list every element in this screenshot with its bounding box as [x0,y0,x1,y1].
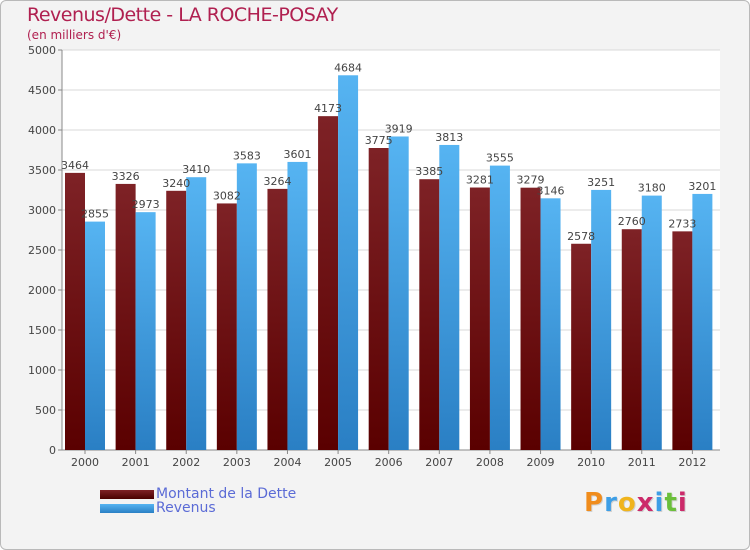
bar-debt [621,229,642,450]
x-tick-label: 2011 [628,456,656,469]
bar-debt [115,183,136,451]
data-label-revenue: 3201 [688,180,716,193]
data-label-revenue: 3813 [435,131,463,144]
bar-debt [469,187,490,450]
data-label-revenue: 3146 [537,184,565,197]
bar-debt [571,243,592,450]
data-label-debt: 3082 [213,189,241,202]
y-tick-label: 1000 [28,364,56,377]
x-tick-label: 2010 [577,456,605,469]
data-label-debt: 3279 [517,174,545,187]
data-label-debt: 3326 [112,170,140,183]
legend-item-revenue: Revenus [100,500,216,516]
logo-letter: i [654,488,665,518]
bar-revenue [85,221,105,450]
x-tick-label: 2008 [476,456,504,469]
bar-revenue [287,161,308,451]
data-label-revenue: 3180 [638,182,666,195]
y-tick-label: 2500 [28,244,56,257]
x-tick-label: 2002 [172,456,200,469]
data-label-debt: 4173 [314,102,342,115]
bar-revenue [388,136,409,451]
y-tick-label: 3500 [28,164,56,177]
x-tick-label: 2003 [223,456,251,469]
y-tick-label: 0 [49,444,56,457]
bar-debt [166,190,187,451]
data-label-debt: 3264 [263,175,291,188]
data-label-revenue: 3555 [486,152,514,165]
data-label-revenue: 3251 [587,176,615,189]
bar-debt [318,116,339,450]
logo-letter: t [664,488,678,518]
bar-debt [267,188,288,450]
data-label-debt: 2760 [618,215,646,228]
data-label-debt: 3464 [61,159,89,172]
data-label-revenue: 2855 [81,208,109,221]
y-tick-label: 2000 [28,284,56,297]
x-tick-label: 2009 [527,456,555,469]
bar-revenue [591,189,612,451]
bar-debt [65,172,85,450]
bar-revenue [135,212,156,450]
data-label-debt: 3240 [162,177,190,190]
bar-debt [216,203,237,450]
bar-revenue [236,163,257,451]
bar-revenue [439,144,460,450]
x-tick-label: 2012 [678,456,706,469]
bar-debt [368,148,389,450]
bar-debt [672,231,693,450]
x-tick-label: 2007 [425,456,453,469]
bar-revenue [692,193,713,451]
legend-label-revenue: Revenus [156,500,216,516]
data-label-debt: 3385 [415,165,443,178]
chart-title: Revenus/Dette - LA ROCHE-POSAY [27,4,338,26]
chart-subtitle: (en milliers d'€) [27,28,122,42]
legend-swatch-revenue [100,503,154,513]
data-label-debt: 2578 [567,230,595,243]
y-tick-label: 4000 [28,124,56,137]
y-tick-label: 3000 [28,204,56,217]
x-tick-label: 2001 [122,456,150,469]
data-label-revenue: 4684 [334,61,362,74]
x-tick-label: 2000 [71,456,99,469]
logo-letter: o [617,488,637,518]
data-label-revenue: 3601 [283,148,311,161]
proxiti-logo: Proxiti [584,488,688,518]
y-tick-label: 4500 [28,84,56,97]
data-label-debt: 3281 [466,174,494,187]
data-label-revenue: 3919 [385,122,413,135]
bar-debt [520,187,541,450]
bar-revenue [641,195,662,450]
y-tick-label: 5000 [28,44,56,57]
bar-revenue [540,198,561,450]
bar-revenue [489,165,510,450]
logo-letter: i [677,488,688,518]
data-label-revenue: 3583 [233,149,261,162]
bar-revenue [338,75,359,450]
data-label-revenue: 2973 [132,198,160,211]
logo-letter: x [636,488,655,518]
logo-letter: r [604,488,618,518]
logo-letter: P [584,488,605,518]
x-tick-label: 2005 [324,456,352,469]
y-tick-label: 1500 [28,324,56,337]
data-label-revenue: 3410 [182,163,210,176]
y-tick-label: 500 [35,404,56,417]
legend-label-debt: Montant de la Dette [156,486,297,502]
legend-swatch-debt [100,489,154,499]
x-tick-label: 2006 [375,456,403,469]
data-label-debt: 2733 [668,217,696,230]
bar-revenue [186,177,207,450]
data-label-debt: 3775 [365,134,393,147]
x-tick-label: 2004 [273,456,301,469]
legend-item-debt: Montant de la Dette [100,486,297,502]
bar-debt [419,179,440,450]
